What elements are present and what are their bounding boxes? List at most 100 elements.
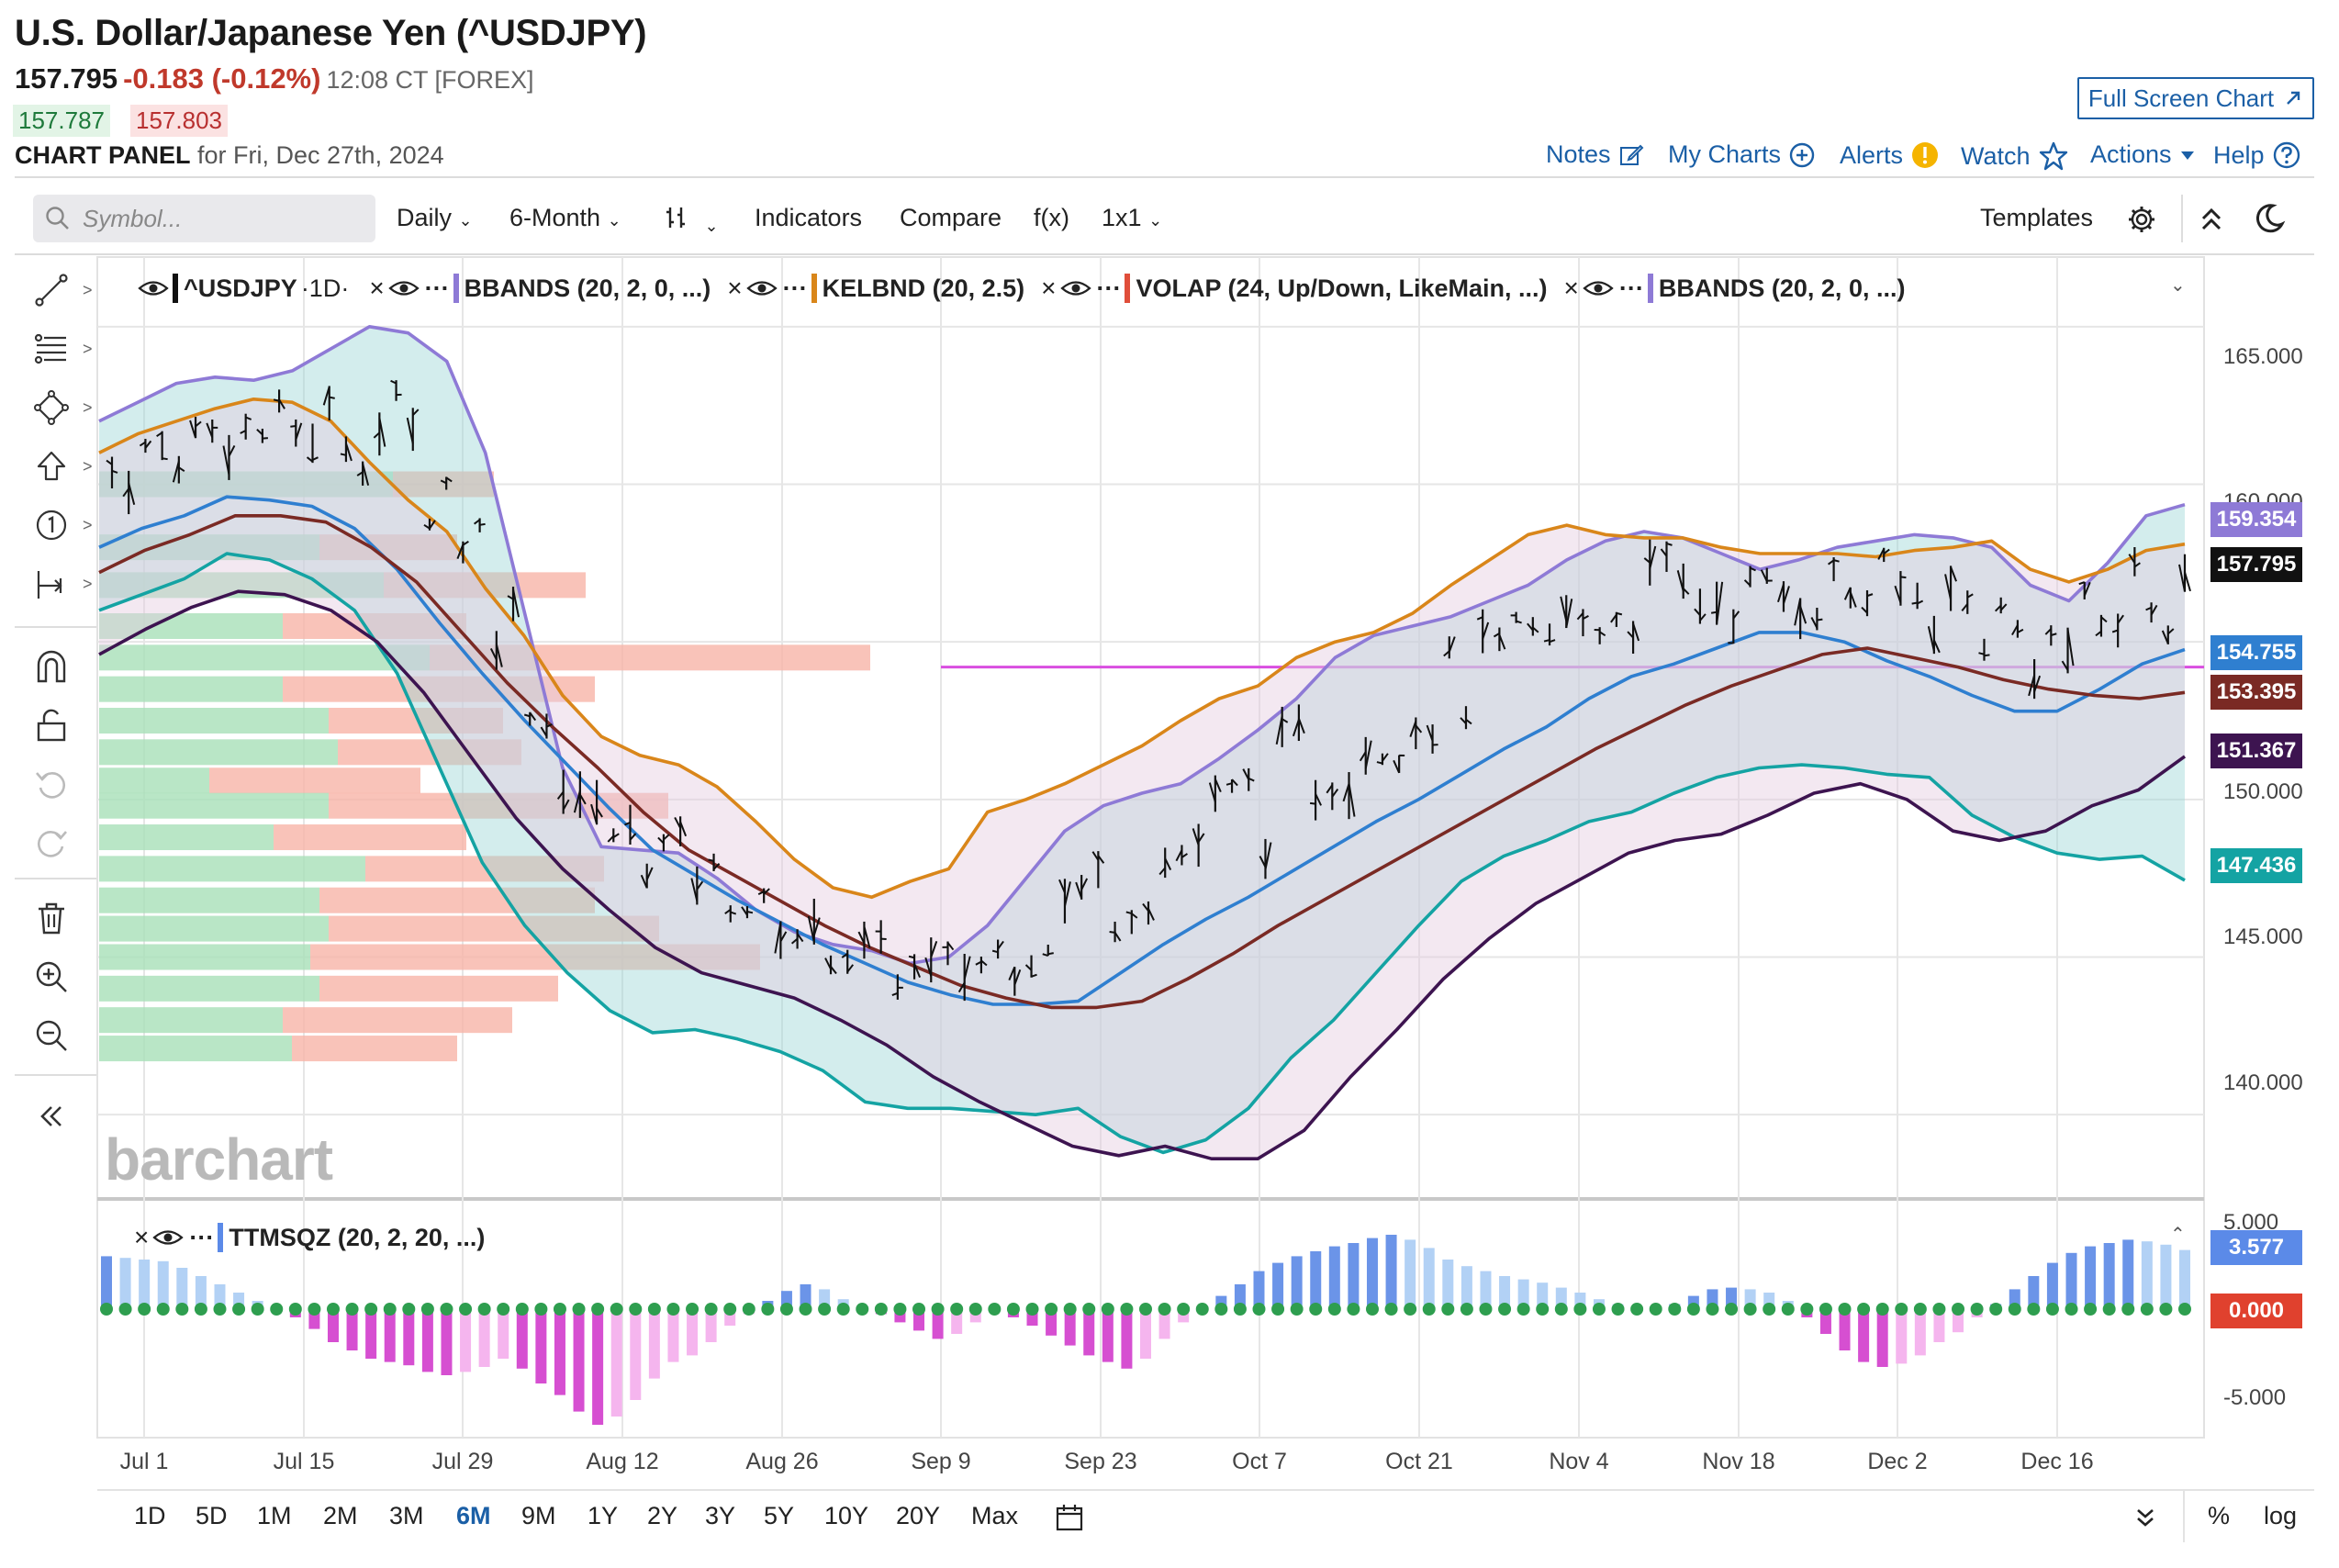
range-2m[interactable]: 2M <box>323 1502 358 1529</box>
watch-button[interactable]: Watch <box>1961 140 2069 172</box>
calendar-icon[interactable] <box>1054 1502 1085 1533</box>
range-6m[interactable]: 6M <box>456 1502 491 1529</box>
magnet-tool[interactable] <box>33 644 77 689</box>
volume-profile-up <box>99 1007 283 1034</box>
ohlc-open-tick <box>1393 759 1401 774</box>
eye-icon[interactable] <box>1059 278 1091 298</box>
range-1d[interactable]: 1D <box>134 1502 166 1529</box>
legend-row: ^USDJPY ·1D· × ··· BBANDS (20, 2, 0, ...… <box>138 274 1905 303</box>
actions-menu[interactable]: Actions <box>2090 140 2196 169</box>
range-1y[interactable]: 1Y <box>588 1502 619 1529</box>
last-price: 157.795 <box>15 62 118 95</box>
ttm-collapse-chevron-icon[interactable]: ⌃ <box>2170 1225 2186 1245</box>
ohlc-open-tick <box>406 417 414 444</box>
more-dots-icon[interactable]: ··· <box>424 274 450 302</box>
percent-scale-toggle[interactable]: % <box>2208 1502 2231 1529</box>
chart-type-dropdown[interactable]: ⌄ <box>663 204 719 238</box>
squeeze-dot <box>1989 1303 2003 1316</box>
compare-button[interactable]: Compare <box>900 204 1002 231</box>
range-20y[interactable]: 20Y <box>896 1502 941 1529</box>
range-3y[interactable]: 3Y <box>705 1502 736 1529</box>
ohlc-close-tick <box>1917 599 1924 605</box>
ohlc-open-tick <box>2061 660 2069 671</box>
annotation-tool[interactable] <box>33 503 77 547</box>
squeeze-dot <box>874 1303 888 1316</box>
indicators-button[interactable]: Indicators <box>755 204 863 231</box>
range-9m[interactable]: 9M <box>521 1502 556 1529</box>
more-dots-icon[interactable]: ··· <box>1618 274 1644 302</box>
gear-icon[interactable] <box>2126 204 2157 235</box>
keltner-upper-line <box>98 398 2186 900</box>
ttm-bar <box>800 1284 811 1309</box>
symbol-search[interactable]: Symbol... <box>33 195 375 242</box>
measure-tool[interactable] <box>33 562 77 606</box>
range-max[interactable]: Max <box>971 1502 1019 1529</box>
eye-icon[interactable] <box>138 278 169 298</box>
function-button[interactable]: f(x) <box>1034 204 1069 231</box>
legend-collapse-chevron-icon[interactable]: ⌄ <box>2170 275 2186 296</box>
redo-button[interactable] <box>33 821 77 865</box>
eye-icon[interactable] <box>152 1227 185 1248</box>
squeeze-dot <box>232 1303 246 1316</box>
range-10y[interactable]: 10Y <box>824 1502 869 1529</box>
ohlc-open-tick <box>2028 675 2036 697</box>
alerts-button[interactable]: Alerts <box>1840 140 1940 170</box>
arrow-tool[interactable] <box>33 444 77 488</box>
dark-mode-moon-icon[interactable] <box>2253 202 2286 235</box>
more-dots-icon[interactable]: ··· <box>782 274 808 302</box>
range-1m[interactable]: 1M <box>257 1502 292 1529</box>
squeeze-dot <box>1554 1303 1568 1316</box>
zoom-out-button[interactable] <box>33 1014 77 1058</box>
ohlc-close-tick <box>930 941 938 958</box>
ohlc-open-tick <box>2161 630 2169 644</box>
full-screen-chart-button[interactable]: Full Screen Chart <box>2077 77 2314 119</box>
line-tool[interactable] <box>33 268 77 312</box>
eye-icon[interactable] <box>1583 278 1614 298</box>
undo-button[interactable] <box>33 762 77 806</box>
ohlc-open-tick <box>708 858 714 862</box>
ohlc-open-tick <box>624 821 631 826</box>
lock-tool[interactable] <box>33 703 77 747</box>
interval-dropdown[interactable]: Daily ⌄ <box>397 204 473 232</box>
notes-button[interactable]: Notes <box>1546 140 1644 169</box>
more-dots-icon[interactable]: ··· <box>1096 274 1122 302</box>
log-scale-toggle[interactable]: log <box>2264 1502 2298 1529</box>
more-dots-icon[interactable]: ··· <box>189 1223 215 1251</box>
eye-icon[interactable] <box>387 278 420 298</box>
volume-profile <box>99 471 2204 1062</box>
templates-button[interactable]: Templates <box>1980 204 2094 231</box>
double-chevron-down-icon[interactable] <box>2132 1504 2159 1531</box>
collapse-up-icon[interactable] <box>2196 204 2227 235</box>
ohlc-open-tick <box>206 422 214 438</box>
squeeze-dot <box>1404 1303 1417 1316</box>
ohlc-open-tick <box>908 955 915 959</box>
squeeze-dot <box>1309 1303 1323 1316</box>
close-icon[interactable]: × <box>1563 274 1579 302</box>
fib-tool[interactable] <box>33 327 77 371</box>
ohlc-close-tick <box>1682 588 1690 595</box>
close-icon[interactable]: × <box>1041 274 1057 302</box>
range-5d[interactable]: 5D <box>196 1502 228 1529</box>
range-2y[interactable]: 2Y <box>647 1502 678 1529</box>
ohlc-open-tick <box>1142 902 1149 912</box>
close-icon[interactable]: × <box>727 274 743 302</box>
collapse-sidebar-button[interactable] <box>33 1094 77 1138</box>
layout-dropdown[interactable]: 1x1 ⌄ <box>1102 204 1162 232</box>
my-charts-button[interactable]: My Charts <box>1668 140 1816 169</box>
ttm-bar <box>1291 1256 1303 1309</box>
ohlc-open-tick <box>156 431 163 438</box>
shape-tool[interactable] <box>33 386 77 430</box>
close-icon[interactable]: × <box>369 274 385 302</box>
close-icon[interactable]: × <box>134 1223 150 1251</box>
volume-profile-down <box>393 471 494 498</box>
delete-drawings-button[interactable] <box>33 896 77 940</box>
zoom-in-button[interactable] <box>33 955 77 999</box>
eye-icon[interactable] <box>745 278 778 298</box>
help-button[interactable]: Help <box>2213 140 2301 170</box>
range-3m[interactable]: 3M <box>389 1502 424 1529</box>
range-5y[interactable]: 5Y <box>764 1502 795 1529</box>
period-dropdown[interactable]: 6-Month ⌄ <box>509 204 621 232</box>
volume-profile-down <box>329 792 668 819</box>
ohlc-close-tick <box>1716 581 1724 624</box>
